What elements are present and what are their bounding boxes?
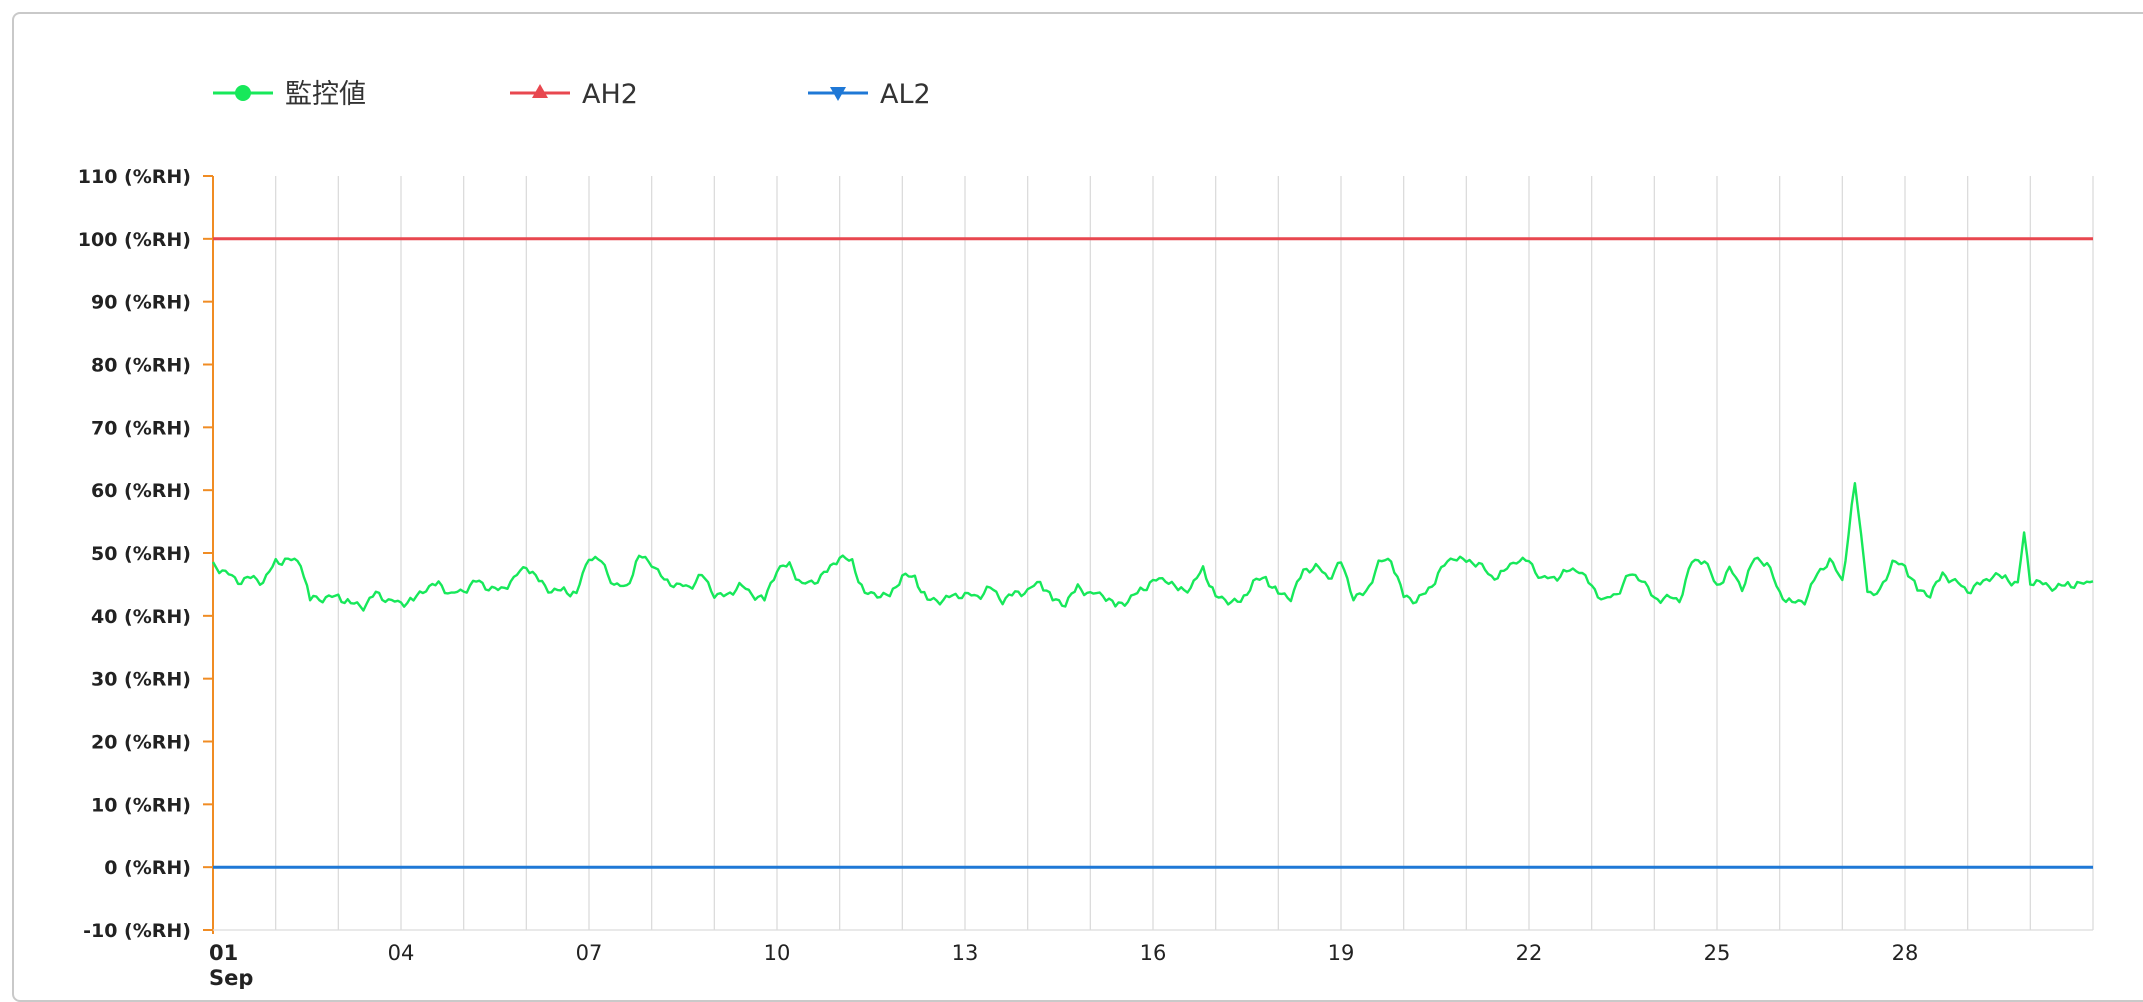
y-tick-label: 70 (%RH): [91, 417, 191, 439]
y-tick-label: 10 (%RH): [91, 794, 191, 816]
legend-marker-triangle-down-icon: [830, 87, 846, 101]
y-tick-label: 80 (%RH): [91, 355, 191, 377]
x-tick-label: 16: [1140, 941, 1167, 965]
x-tick-label: 01: [209, 941, 238, 965]
y-axis-ticks: 110 (%RH) 100 (%RH) 90 (%RH) 80 (%RH) 70 (%R…: [78, 166, 213, 942]
x-tick-label: 04: [388, 941, 415, 965]
y-tick-label: 100 (%RH): [78, 229, 191, 251]
x-month-label: Sep: [209, 966, 253, 989]
chart-legend: 監控値 AH2 AL2: [213, 79, 931, 110]
legend-marker-triangle-up-icon: [532, 84, 548, 98]
y-tick-label: -10 (%RH): [83, 920, 191, 942]
y-tick-label: 110 (%RH): [78, 166, 191, 188]
legend-marker-circle-icon: [235, 85, 251, 101]
legend-label: AL2: [880, 79, 931, 110]
y-tick-label: 20 (%RH): [91, 732, 191, 754]
series-line: [211, 482, 2094, 612]
x-tick-label: 07: [576, 941, 603, 965]
y-tick-label: 40 (%RH): [91, 606, 191, 628]
chart-series: [211, 237, 2094, 869]
x-tick-label: 19: [1328, 941, 1355, 965]
y-tick-label: 50 (%RH): [91, 543, 191, 565]
x-tick-label: 13: [952, 941, 979, 965]
legend-label: AH2: [582, 79, 638, 110]
chart-panel: [12, 12, 2143, 1002]
vertical-gridlines: [212, 176, 2094, 930]
x-tick-label: 10: [764, 941, 791, 965]
x-tick-label: 28: [1892, 941, 1919, 965]
y-tick-label: 60 (%RH): [91, 480, 191, 502]
x-axis-ticks: 01 04 07 10 13 16 19 22 25 28 Sep: [209, 941, 1918, 989]
y-tick-label: 90 (%RH): [91, 292, 191, 314]
x-tick-label: 25: [1704, 941, 1731, 965]
legend-label: 監控値: [285, 79, 366, 110]
x-tick-label: 22: [1516, 941, 1543, 965]
y-tick-label: 0 (%RH): [104, 857, 191, 879]
y-tick-label: 30 (%RH): [91, 669, 191, 691]
